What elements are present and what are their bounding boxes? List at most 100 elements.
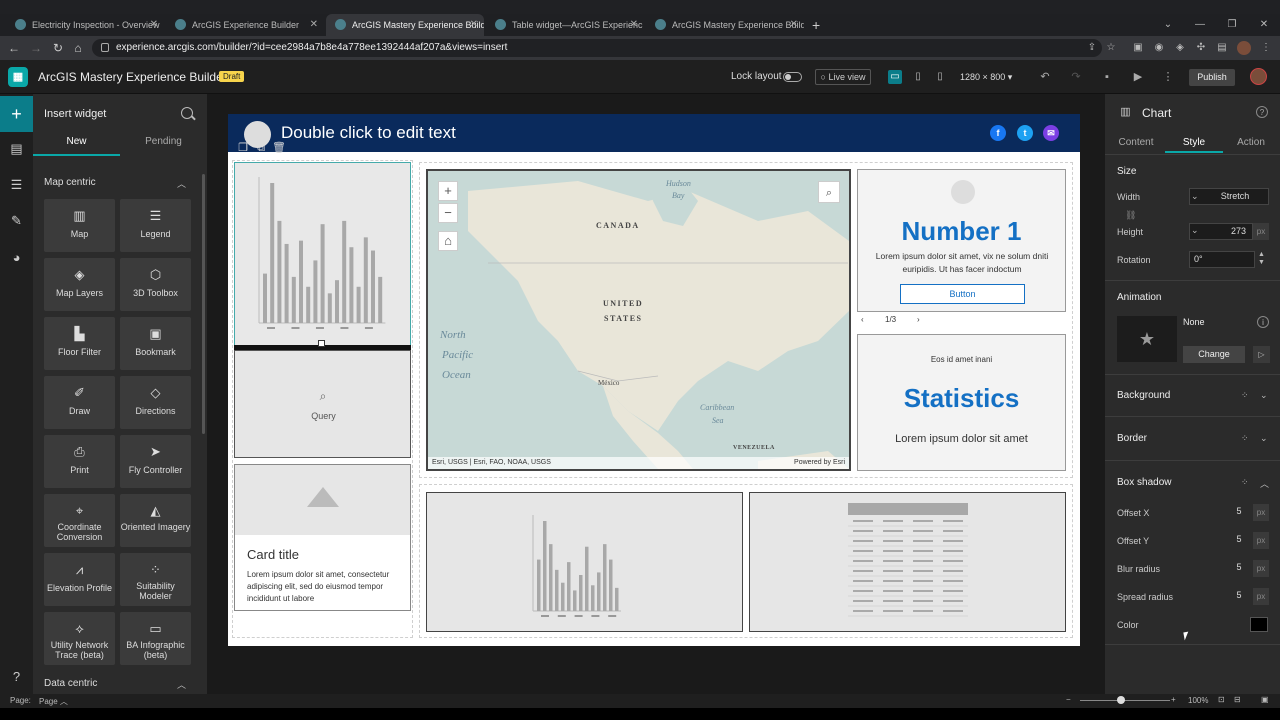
- duplicate-icon[interactable]: ⧉: [257, 142, 265, 154]
- unit-label[interactable]: px: [1253, 588, 1269, 605]
- link-icon[interactable]: ⛓: [1125, 210, 1137, 220]
- widget-tile-ba-infographic[interactable]: ▭ BA Infographic (beta): [120, 612, 191, 665]
- email-icon[interactable]: ✉: [1043, 125, 1059, 141]
- help-icon[interactable]: ?: [12, 669, 21, 684]
- tab-pending[interactable]: Pending: [145, 136, 182, 147]
- menu-icon[interactable]: ⋮: [1261, 42, 1271, 53]
- close-tab-icon[interactable]: ✕: [149, 19, 158, 30]
- url-field[interactable]: experience.arcgis.com/builder/?id=cee298…: [92, 39, 1102, 57]
- browser-tab[interactable]: ArcGIS Mastery Experience Build ✕: [646, 14, 804, 36]
- redo-icon[interactable]: ↷: [1071, 71, 1081, 83]
- background-heading[interactable]: Background: [1117, 390, 1171, 401]
- desktop-icon[interactable]: ▭: [888, 70, 902, 84]
- search-icon[interactable]: [181, 107, 193, 119]
- restore-icon[interactable]: ❐: [1227, 19, 1237, 30]
- chevron-down-icon[interactable]: ⌄: [1260, 390, 1268, 400]
- insert-plus-icon[interactable]: +: [0, 96, 33, 132]
- header-text[interactable]: Double click to edit text: [281, 123, 456, 142]
- copy-icon[interactable]: ❐: [238, 142, 248, 154]
- border-heading[interactable]: Border: [1117, 433, 1148, 444]
- zoom-in-button[interactable]: +: [438, 181, 458, 201]
- unit-label[interactable]: px: [1253, 560, 1269, 577]
- card-widget[interactable]: Card title Lorem ipsum dolor sit amet, c…: [234, 464, 411, 611]
- close-tab-icon[interactable]: ✕: [469, 19, 478, 30]
- widget-tile-fly-controller[interactable]: ➤ Fly Controller: [120, 435, 191, 488]
- tab-content[interactable]: Content: [1118, 137, 1154, 148]
- statistics-widget[interactable]: Eos id amet inani Statistics Lorem ipsum…: [857, 334, 1066, 471]
- panel-toggle-icon[interactable]: ▣: [1261, 695, 1269, 704]
- sidebar-icon[interactable]: ▤: [1217, 42, 1227, 53]
- extension-icon[interactable]: ▣: [1133, 42, 1143, 53]
- twitter-icon[interactable]: t: [1017, 125, 1033, 141]
- offset-y-input[interactable]: 5: [1236, 534, 1242, 544]
- tablet-icon[interactable]: ▯: [915, 71, 921, 82]
- close-tab-icon[interactable]: ✕: [629, 19, 638, 30]
- extension-icon[interactable]: ◈: [1176, 42, 1184, 53]
- chevron-right-icon[interactable]: ›: [917, 315, 920, 324]
- number-card-widget[interactable]: Number 1 Lorem ipsum dolor sit amet, vix…: [857, 169, 1066, 312]
- page-select[interactable]: Page ︿: [39, 697, 68, 706]
- play-icon[interactable]: ▷: [1253, 346, 1270, 363]
- grid-icon[interactable]: ⁘: [1241, 390, 1249, 400]
- more-icon[interactable]: ⋮: [1162, 71, 1174, 83]
- widget-tile-bookmark[interactable]: ▣ Bookmark: [120, 317, 191, 370]
- reload-icon[interactable]: ↻: [52, 41, 64, 55]
- chevron-up-icon[interactable]: ︿: [177, 179, 187, 189]
- spread-radius-input[interactable]: 5: [1236, 590, 1242, 600]
- resolution-dropdown[interactable]: 1280 × 800 ▾: [960, 72, 1013, 82]
- live-view-button[interactable]: ○ Live view: [815, 69, 871, 85]
- unit-label[interactable]: px: [1253, 223, 1269, 240]
- width-select[interactable]: Stretch: [1189, 188, 1269, 205]
- offset-x-input[interactable]: 5: [1236, 506, 1242, 516]
- height-input[interactable]: 273: [1189, 223, 1253, 240]
- browser-tab-active[interactable]: ArcGIS Mastery Experience Build ✕: [326, 14, 484, 36]
- help-icon[interactable]: ?: [1256, 106, 1268, 118]
- widget-tile-map-layers[interactable]: ◈ Map Layers: [44, 258, 115, 311]
- widget-tile-oriented-imagery[interactable]: ◭ Oriented Imagery: [120, 494, 191, 547]
- change-animation-button[interactable]: Change: [1183, 346, 1245, 363]
- star-icon[interactable]: ☆: [1106, 42, 1116, 53]
- widget-tile-suitability-modeler[interactable]: ⁘ Suitability Modeler: [120, 553, 191, 606]
- extension-icon[interactable]: ◉: [1154, 42, 1164, 53]
- close-tab-icon[interactable]: ✕: [789, 19, 798, 30]
- scrollbar[interactable]: [202, 174, 205, 434]
- chevron-up-icon[interactable]: ︿: [1260, 479, 1270, 489]
- chart-widget[interactable]: [426, 492, 743, 632]
- widget-tile-floor-filter[interactable]: ▙ Floor Filter: [44, 317, 115, 370]
- chart-widget-selected[interactable]: [234, 162, 411, 346]
- facebook-icon[interactable]: f: [990, 125, 1006, 141]
- widget-tile-3d-toolbox[interactable]: ⬡ 3D Toolbox: [120, 258, 191, 311]
- puzzle-icon[interactable]: ✣: [1196, 42, 1206, 53]
- browser-tab[interactable]: Electricity Inspection - Overview ✕: [6, 14, 164, 36]
- close-tab-icon[interactable]: ✕: [309, 19, 318, 30]
- search-icon[interactable]: ⌕: [818, 181, 840, 203]
- tab-action[interactable]: Action: [1237, 137, 1265, 148]
- forward-icon[interactable]: →: [30, 41, 42, 55]
- zoom-slider-track[interactable]: [1080, 700, 1170, 701]
- tab-style[interactable]: Style: [1165, 132, 1223, 153]
- resize-handle[interactable]: [318, 340, 325, 347]
- tab-new[interactable]: New: [33, 128, 120, 156]
- table-widget[interactable]: [749, 492, 1066, 632]
- query-widget[interactable]: ⌕ Query: [234, 350, 411, 458]
- home-icon[interactable]: ⌂: [74, 41, 82, 55]
- zoom-out-icon[interactable]: −: [1066, 695, 1071, 704]
- widget-tile-draw[interactable]: ✐ Draw: [44, 376, 115, 429]
- widget-button[interactable]: Button: [900, 284, 1025, 304]
- stepper-icon[interactable]: ▲ ▼: [1258, 251, 1265, 266]
- unit-label[interactable]: px: [1253, 532, 1269, 549]
- zoom-out-button[interactable]: −: [438, 203, 458, 223]
- phone-icon[interactable]: ▯: [937, 71, 943, 82]
- widget-tile-utility-network-trace[interactable]: ⟡ Utility Network Trace (beta): [44, 612, 115, 665]
- chevron-down-icon[interactable]: ⌄: [1163, 19, 1173, 30]
- chevron-left-icon[interactable]: ‹: [861, 315, 864, 324]
- fullscreen-icon[interactable]: ⊟: [1234, 695, 1241, 704]
- page-icon[interactable]: ▤: [10, 141, 23, 156]
- chevron-down-icon[interactable]: ⌄: [1260, 433, 1268, 443]
- browser-tab[interactable]: ArcGIS Experience Builder ✕: [166, 14, 324, 36]
- zoom-slider-thumb[interactable]: [1117, 696, 1125, 704]
- chevron-up-icon[interactable]: ︿: [177, 680, 187, 690]
- browser-tab[interactable]: Table widget—ArcGIS Experienc ✕: [486, 14, 644, 36]
- grid-icon[interactable]: ⁘: [1241, 433, 1249, 443]
- publish-button[interactable]: Publish: [1189, 69, 1235, 86]
